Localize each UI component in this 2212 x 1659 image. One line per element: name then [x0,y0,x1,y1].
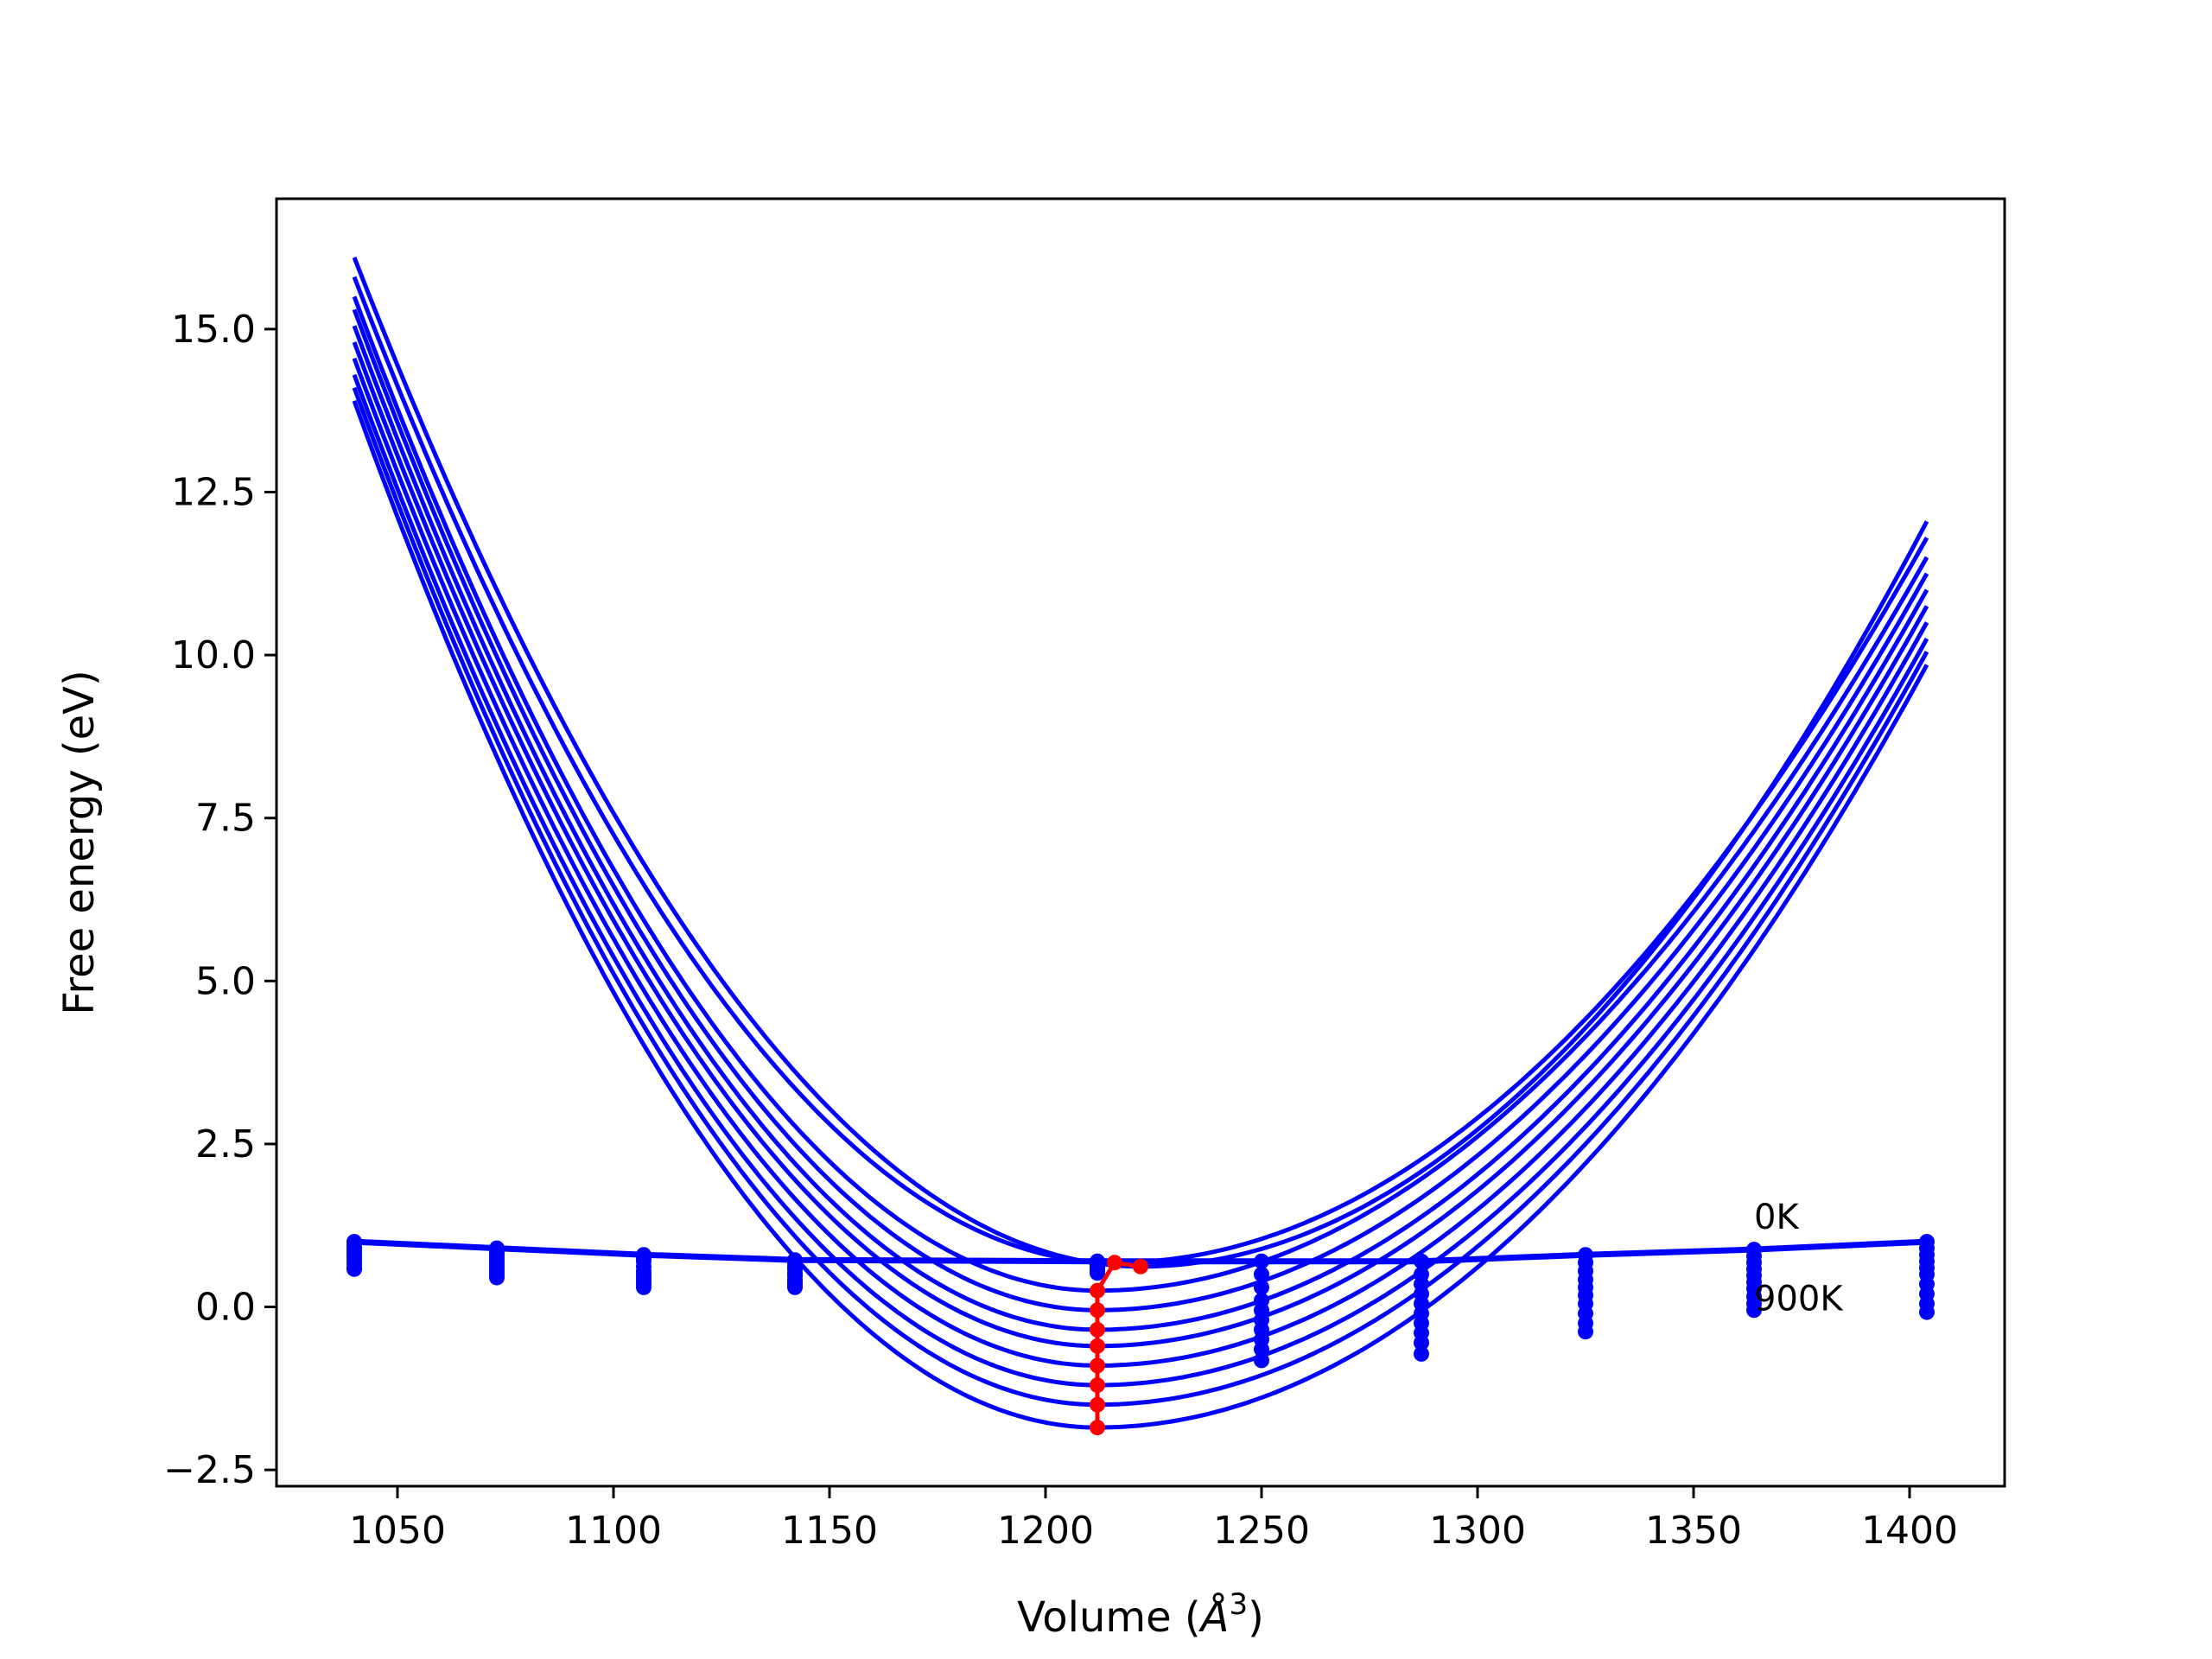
data-line-0K [353,1238,1928,1265]
data-point-1107-900K [636,1279,652,1295]
data-point-1287-900K [1414,1345,1429,1362]
data-point-1142-900K [787,1279,803,1295]
data-point-1212-900K [1090,1265,1105,1281]
data-point-1325-900K [1578,1324,1593,1340]
equilibrium-point-900K [1090,1420,1105,1436]
equilibrium-point-0K [1133,1258,1148,1274]
y-tick-label-15: 15.0 [171,308,256,352]
y-tick-label-12.5: 12.5 [171,470,256,514]
fit-curve-800K [352,386,1929,1408]
y-tick-label-5: 5.0 [195,959,256,1003]
fit-curve-200K [352,296,1929,1294]
y-tick-label--2.5: −2.5 [163,1448,256,1492]
equilibrium-point-300K [1090,1302,1105,1319]
equilibrium-point-500K [1090,1338,1105,1354]
data-point-1404-900K [1919,1304,1935,1320]
data-point-1250-800K [1254,1341,1269,1357]
fit-curve-400K [352,325,1929,1332]
plot-area: 0K 900K [346,256,1935,1436]
equilibrium-point-800K [1090,1396,1105,1413]
x-tick-label-1300: 1300 [1429,1509,1526,1553]
y-tick-label-7.5: 7.5 [195,797,256,841]
data-point-1040-900K [346,1261,362,1277]
data-point-1287-800K [1414,1335,1429,1351]
x-tick-label-1100: 1100 [565,1509,662,1553]
x-tick-label-1350: 1350 [1645,1509,1742,1553]
fit-curve-600K [352,357,1929,1368]
fit-curve-900K [352,400,1929,1430]
y-tick-label-0: 0.0 [195,1286,256,1330]
equilibrium-point-600K [1090,1357,1105,1374]
fit-curve-0K [352,256,1929,1269]
fit-curve-500K [352,341,1929,1349]
data-point-1250-100K [1254,1266,1269,1282]
data-point-1287-0K [1414,1253,1429,1269]
x-tick-label-1250: 1250 [1213,1509,1310,1553]
data-point-1073-900K [489,1269,505,1286]
data-point-1364-900K [1746,1302,1762,1319]
x-axis: 1050 1100 1150 1200 1250 1300 1350 1400 [349,1486,1958,1553]
equilibrium-line [1095,1260,1141,1428]
equilibrium-point-200K [1090,1282,1105,1299]
x-tick-label-1150: 1150 [781,1509,878,1553]
equilibrium-point-100K [1107,1255,1122,1271]
data-point-1250-900K [1254,1352,1269,1369]
y-tick-label-10: 10.0 [171,633,256,677]
y-tick-label-2.5: 2.5 [195,1122,256,1166]
equilibrium-point-400K [1090,1321,1105,1338]
annotation-0K: 0K [1754,1198,1800,1237]
plot-frame [275,197,2006,1488]
equilibrium-point-700K [1090,1377,1105,1394]
y-axis: −2.5 0.0 2.5 5.0 7.5 10.0 12.5 15.0 [163,308,276,1492]
x-tick-label-1050: 1050 [349,1509,446,1553]
data-point-1250-200K [1254,1279,1269,1295]
annotation-900K: 900K [1754,1279,1844,1319]
y-axis-label: Free energy (eV) [55,670,104,1014]
fit-curve-300K [352,308,1929,1313]
x-axis-label: Volume (Å3) [1017,1587,1264,1642]
fit-curve-700K [352,373,1929,1388]
data-point-1250-0K [1254,1253,1269,1269]
x-tick-label-1400: 1400 [1861,1509,1958,1553]
x-tick-label-1200: 1200 [997,1509,1094,1553]
